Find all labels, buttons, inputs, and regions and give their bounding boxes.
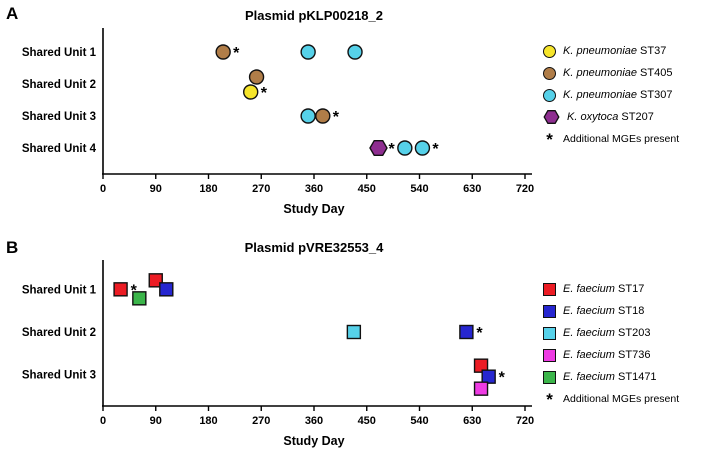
- data-point: [300, 108, 316, 124]
- legend-marker-icon: [543, 88, 556, 102]
- category-label: Shared Unit 3: [22, 111, 96, 123]
- asterisk-annotation: *: [476, 325, 483, 342]
- panel-b-legend: E. faecium ST17 E. faecium ST18 E. faecium…: [543, 278, 708, 410]
- legend-item: E. faecium ST203: [543, 322, 708, 344]
- legend-marker-icon: [543, 326, 556, 340]
- panel-a-plot: Plasmid pKLP00218_2 0 90 180 270 360 450 540 630…: [22, 8, 534, 216]
- species-label: K. pneumoniae ST405: [563, 67, 673, 79]
- data-point: [242, 84, 259, 100]
- tick-label: 450: [358, 183, 376, 195]
- panel-label-a: A: [6, 4, 19, 23]
- tick-label: 360: [305, 415, 323, 427]
- data-point: [397, 140, 413, 156]
- asterisk-annotation: *: [388, 141, 395, 158]
- data-point: [148, 273, 163, 288]
- category-label: Shared Unit 2: [22, 327, 96, 339]
- legend-item: E. faecium ST1471: [543, 366, 708, 388]
- legend-item: E. faecium ST17: [543, 278, 708, 300]
- asterisk-annotation: *: [233, 45, 240, 62]
- data-point: [473, 358, 489, 373]
- panel-b-plot: Plasmid pVRE32553_4 0 90 180 270 360 450 540 630…: [22, 240, 534, 448]
- legend-marker-icon: [543, 110, 560, 124]
- tick-label: 90: [150, 415, 162, 427]
- plot-title: Plasmid pKLP00218_2: [245, 8, 383, 23]
- legend-item: K. oxytoca ST207: [543, 106, 708, 128]
- data-point: [481, 369, 496, 384]
- species-label: E. faecium ST1471: [563, 371, 657, 383]
- data-point: [300, 44, 316, 60]
- asterisk-annotation: *: [261, 85, 268, 102]
- tick-label: 630: [463, 415, 481, 427]
- species-label: E. faecium ST203: [563, 327, 651, 339]
- species-label: E. faecium ST736: [563, 349, 651, 361]
- data-point: [159, 282, 174, 297]
- legend-item: E. faecium ST18: [543, 300, 708, 322]
- tick-label: 720: [516, 415, 534, 427]
- data-point: [414, 140, 431, 156]
- legend-item: K. pneumoniae ST405: [543, 62, 708, 84]
- asterisk-annotation: *: [432, 141, 439, 158]
- tick-label: 90: [150, 183, 162, 195]
- legend-item: K. pneumoniae ST307: [543, 84, 708, 106]
- asterisk-icon: *: [546, 129, 553, 149]
- data-point: [369, 139, 388, 157]
- asterisk-annotation: *: [333, 109, 340, 126]
- mge-note: Additional MGEs present: [563, 133, 680, 145]
- species-label: E. faecium ST18: [563, 305, 645, 317]
- data-point: [473, 381, 489, 396]
- species-label: K. pneumoniae ST37: [563, 45, 667, 57]
- legend-item: E. faecium ST736: [543, 344, 708, 366]
- mge-note: Additional MGEs present: [563, 393, 680, 405]
- data-point: [315, 108, 331, 124]
- legend-marker-icon: [543, 66, 556, 80]
- category-label: Shared Unit 1: [22, 284, 97, 296]
- panel-label-b: B: [6, 238, 19, 257]
- species-label: K. oxytoca ST207: [567, 111, 654, 123]
- species-label: E. faecium ST17: [563, 283, 645, 295]
- x-axis-title: Study Day: [283, 434, 344, 448]
- data-point: [215, 44, 231, 60]
- category-label: Shared Unit 1: [22, 47, 97, 59]
- legend-marker-icon: [543, 348, 556, 362]
- species-label: K. pneumoniae ST307: [563, 89, 673, 101]
- mge-note-row: * Additional MGEs present: [543, 128, 708, 150]
- tick-label: 630: [463, 183, 481, 195]
- x-axis-title: Study Day: [283, 202, 344, 216]
- panel-a-legend: K. pneumoniae ST37 K. pneumoniae ST405 K. …: [543, 40, 708, 150]
- category-label: Shared Unit 3: [22, 370, 96, 382]
- data-point: [113, 282, 128, 297]
- tick-label: 720: [516, 183, 534, 195]
- tick-label: 180: [199, 183, 217, 195]
- data-point: [459, 324, 474, 340]
- plot-title: Plasmid pVRE32553_4: [245, 240, 385, 255]
- asterisk-annotation: *: [499, 370, 506, 387]
- mge-note-row: * Additional MGEs present: [543, 388, 708, 410]
- tick-label: 180: [199, 415, 217, 427]
- legend-marker-icon: [543, 282, 556, 296]
- category-label: Shared Unit 4: [22, 143, 97, 155]
- category-label: Shared Unit 2: [22, 79, 96, 91]
- tick-label: 270: [252, 183, 270, 195]
- legend-marker-icon: [543, 304, 556, 318]
- data-point: [248, 69, 265, 85]
- data-point: [347, 44, 363, 60]
- asterisk-annotation: *: [131, 282, 138, 299]
- legend-marker-icon: [543, 44, 556, 58]
- tick-label: 450: [358, 415, 376, 427]
- data-point: [132, 291, 147, 306]
- tick-label: 540: [410, 415, 428, 427]
- tick-label: 360: [305, 183, 323, 195]
- data-point: [346, 324, 362, 340]
- tick-label: 0: [100, 183, 106, 195]
- tick-label: 0: [100, 415, 106, 427]
- legend-marker-icon: [543, 370, 556, 384]
- legend-item: K. pneumoniae ST37: [543, 40, 708, 62]
- asterisk-icon: *: [546, 389, 553, 409]
- tick-label: 540: [410, 183, 428, 195]
- tick-label: 270: [252, 415, 270, 427]
